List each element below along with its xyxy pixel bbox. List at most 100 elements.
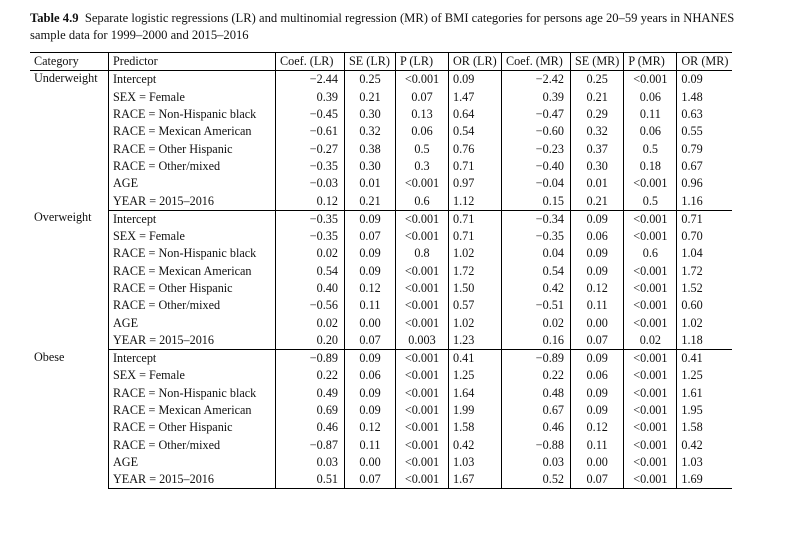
or-mr-cell: 0.60 (681, 298, 703, 313)
predictor-cell: SEX = Female (108, 367, 276, 385)
p-lr-cell: 0.06 (395, 123, 449, 141)
se-mr-cell: 0.09 (570, 349, 625, 368)
se-lr-cell: 0.11 (344, 436, 396, 454)
table-row: RACE = Other Hispanic 0.40 0.12 <0.001 1.50 0… (30, 279, 732, 298)
table-row: RACE = Non-Hispanic black 0.02 0.09 0.8 1.02… (30, 245, 732, 263)
or-lr-cell: 1.25 (448, 367, 502, 385)
se-lr-cell: 0.09 (344, 349, 396, 368)
p-lr-cell: 0.8 (395, 245, 449, 263)
or-lr-cell: 0.71 (448, 227, 502, 246)
se-mr-cell: 0.21 (570, 88, 625, 106)
coef-lr-cell: −0.89 (275, 349, 345, 368)
or-lr-cell: 0.42 (448, 436, 502, 454)
or-mr-cell: 1.72 (681, 263, 703, 278)
p-mr-cell: 0.6 (623, 245, 678, 263)
p-lr-cell: 0.3 (395, 157, 449, 176)
header-predictor: Predictor (108, 51, 276, 72)
coef-lr-cell: 0.54 (275, 262, 345, 280)
or-lr-cell: 1.12 (448, 192, 502, 211)
predictor-cell: YEAR = 2015–2016 (108, 471, 276, 490)
p-mr-cell: <0.001 (623, 314, 678, 332)
p-lr-cell: <0.001 (395, 279, 449, 298)
p-lr-cell: <0.001 (395, 175, 449, 193)
p-lr-cell: <0.001 (395, 471, 449, 490)
or-mr-cell: 0.55 (681, 124, 703, 139)
se-lr-cell: 0.21 (344, 88, 396, 106)
or-lr-cell: 0.09 (448, 70, 502, 89)
or-mr-cell: 0.63 (681, 107, 703, 122)
or-lr-cell: 1.50 (448, 279, 502, 298)
p-lr-cell: <0.001 (395, 70, 449, 89)
caption-text: Separate logistic regressions (LR) and m… (30, 11, 735, 42)
coef-lr-cell: −0.56 (275, 297, 345, 315)
coef-mr-cell: −0.23 (501, 140, 571, 158)
predictor-cell: RACE = Mexican American (108, 262, 276, 280)
p-lr-cell: <0.001 (395, 314, 449, 332)
p-mr-cell: <0.001 (623, 227, 678, 246)
table-row: Obese Intercept −0.89 0.09 <0.001 0.41 −0.89 0.… (30, 349, 732, 489)
or-lr-cell: 1.02 (448, 245, 502, 263)
table-row: AGE −0.03 0.01 <0.001 0.97 −0.04 0.01 <0.001 0.9… (30, 175, 732, 193)
or-mr-cell: 0.67 (681, 158, 703, 173)
p-lr-cell: <0.001 (395, 436, 449, 454)
predictor-cell: RACE = Non-Hispanic black (108, 105, 276, 124)
or-mr-cell: 0.70 (681, 229, 703, 244)
se-mr-cell: 0.37 (570, 140, 625, 158)
p-lr-cell: <0.001 (395, 384, 449, 402)
se-lr-cell: 0.09 (344, 245, 396, 263)
coef-mr-cell: −0.89 (501, 349, 571, 368)
coef-mr-cell: −0.40 (501, 157, 571, 176)
table-row: RACE = Other/mixed −0.56 0.11 <0.001 0.57 −0.… (30, 297, 732, 315)
se-mr-cell: 0.06 (570, 367, 625, 385)
or-lr-cell: 0.41 (448, 349, 502, 368)
coef-mr-cell: 0.48 (501, 384, 571, 402)
table-row: RACE = Non-Hispanic black 0.49 0.09 <0.001 1… (30, 384, 732, 402)
p-mr-cell: <0.001 (623, 471, 678, 490)
p-mr-cell: 0.18 (623, 157, 678, 176)
header-category: Category (30, 51, 109, 72)
p-mr-cell: <0.001 (623, 297, 678, 315)
predictor-cell: AGE (108, 453, 276, 472)
or-mr-cell: 1.95 (681, 403, 703, 418)
se-mr-cell: 0.01 (570, 175, 625, 193)
p-mr-cell: <0.001 (623, 210, 678, 228)
predictor-cell: SEX = Female (108, 227, 276, 246)
p-lr-cell: <0.001 (395, 419, 449, 437)
predictor-cell: RACE = Other/mixed (108, 436, 276, 454)
p-lr-cell: 0.6 (395, 192, 449, 211)
p-lr-cell: 0.07 (395, 88, 449, 106)
p-lr-cell: <0.001 (395, 262, 449, 280)
coef-mr-cell: −0.47 (501, 105, 571, 124)
coef-lr-cell: 0.03 (275, 453, 345, 472)
header-or-mr: OR (MR) (676, 51, 733, 72)
se-mr-cell: 0.12 (570, 419, 625, 437)
or-mr-cell: 1.69 (676, 471, 733, 490)
se-lr-cell: 0.25 (344, 70, 396, 89)
se-mr-cell: 0.07 (570, 331, 625, 351)
table-row: YEAR = 2015–2016 0.12 0.21 0.6 1.12 0.15 0.21 0… (30, 192, 733, 211)
or-lr-cell: 0.57 (448, 297, 502, 315)
or-lr-cell: 1.03 (448, 453, 502, 472)
p-mr-cell: 0.11 (623, 105, 678, 124)
coef-mr-cell: −0.60 (501, 123, 571, 141)
or-mr-cell: 1.04 (681, 246, 703, 261)
p-lr-cell: 0.5 (395, 140, 449, 158)
p-mr-cell: <0.001 (623, 70, 678, 89)
coef-lr-cell: −2.44 (275, 70, 345, 89)
p-lr-cell: <0.001 (395, 297, 449, 315)
p-mr-cell: <0.001 (623, 262, 678, 280)
se-mr-cell: 0.09 (570, 384, 625, 402)
table-row: RACE = Other/mixed −0.35 0.30 0.3 0.71 −0.40 0… (30, 157, 732, 176)
predictor-cell: RACE = Non-Hispanic black (108, 245, 276, 263)
header-or-lr: OR (LR) (448, 51, 502, 72)
or-lr-cell: 1.67 (448, 471, 502, 490)
predictor-cell: YEAR = 2015–2016 (108, 192, 276, 211)
coef-mr-cell: −0.35 (501, 227, 571, 246)
or-mr-cell: 1.18 (676, 331, 733, 351)
table-row: RACE = Other Hispanic 0.46 0.12 <0.001 1.58 0… (30, 419, 732, 437)
category-cell: Underweight (30, 70, 109, 211)
or-mr-cell: 1.61 (681, 385, 703, 400)
se-mr-cell: 0.09 (570, 245, 625, 263)
coef-mr-cell: 0.15 (501, 192, 571, 211)
or-mr-cell: 1.03 (681, 454, 703, 469)
